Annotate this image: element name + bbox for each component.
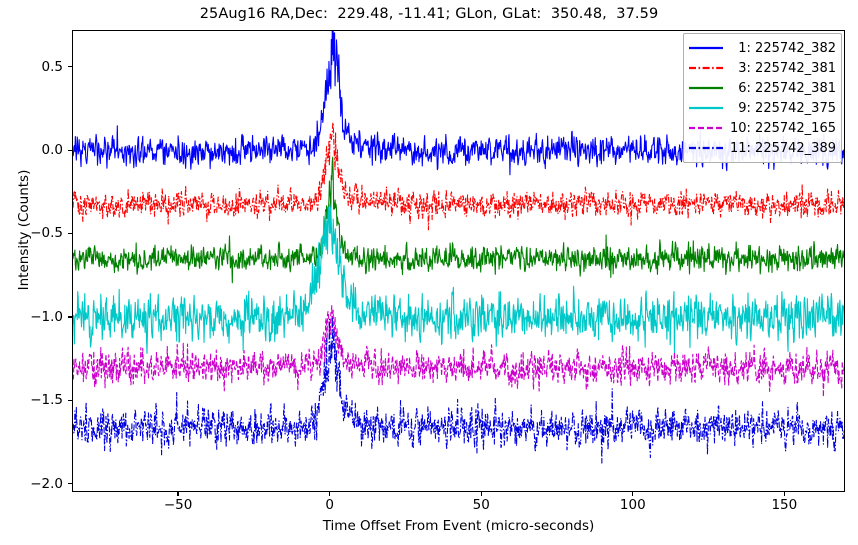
- data-trace-line: [73, 305, 844, 398]
- data-trace-line: [73, 121, 844, 231]
- legend-item-label: 6: 225742_381: [738, 80, 836, 96]
- y-tick-mark: [68, 399, 72, 402]
- legend-item-label: 9: 225742_375: [738, 100, 836, 116]
- y-tick-label: −0.5: [30, 225, 63, 242]
- x-tick-label: 150: [771, 497, 798, 513]
- x-tick-mark: [480, 492, 482, 496]
- legend-item[interactable]: 1: 225742_382: [688, 38, 836, 58]
- legend-item[interactable]: 9: 225742_375: [688, 98, 836, 118]
- legend-item[interactable]: 10: 225742_165: [688, 118, 836, 138]
- legend-item[interactable]: 11: 225742_389: [688, 138, 836, 158]
- y-tick-label: 0.0: [41, 142, 63, 159]
- y-tick-label: −1.5: [30, 392, 63, 409]
- page-title: 25Aug16 RA,Dec: 229.48, -11.41; GLon, GL…: [199, 6, 659, 22]
- y-tick-mark: [68, 66, 72, 68]
- y-tick-mark: [68, 232, 72, 235]
- x-tick-label: 100: [619, 497, 646, 513]
- x-tick-label: 50: [472, 497, 490, 513]
- y-axis-label: Intensity (Counts): [16, 169, 32, 291]
- legend-color-swatch: [689, 86, 723, 90]
- legend-box: 1: 225742_382 3: 225742_381 6: 225742_381 9…: [683, 33, 842, 163]
- legend-color-swatch: [689, 106, 723, 110]
- legend-item-label: 3: 225742_381: [738, 60, 836, 76]
- x-axis-label: Time Offset From Event (micro-seconds): [322, 518, 595, 534]
- y-tick-mark: [68, 483, 72, 485]
- y-tick-label: 0.5: [41, 58, 63, 75]
- data-trace-line: [73, 203, 844, 354]
- legend-item[interactable]: 3: 225742_381: [688, 58, 836, 78]
- data-trace-line: [73, 316, 844, 464]
- y-tick-mark: [68, 149, 72, 151]
- x-tick-label: −50: [163, 497, 193, 513]
- legend-item-label: 11: 225742_389: [730, 140, 836, 156]
- x-tick-mark: [783, 492, 786, 496]
- y-tick-label: −2.0: [30, 475, 63, 492]
- legend-color-swatch: [689, 46, 723, 50]
- legend-color-swatch: [689, 146, 723, 150]
- y-tick-label: −1.0: [30, 308, 63, 325]
- legend-item-label: 1: 225742_382: [738, 40, 836, 56]
- x-tick-mark: [177, 492, 179, 496]
- legend-item[interactable]: 6: 225742_381: [688, 78, 836, 98]
- legend-color-swatch: [689, 66, 723, 70]
- legend-color-swatch: [689, 126, 723, 130]
- data-trace-line: [73, 156, 844, 284]
- y-tick-mark: [68, 316, 72, 318]
- x-tick-mark: [329, 492, 331, 496]
- x-tick-label: 0: [325, 497, 334, 513]
- x-tick-mark: [632, 492, 634, 496]
- legend-item-label: 10: 225742_165: [730, 120, 836, 136]
